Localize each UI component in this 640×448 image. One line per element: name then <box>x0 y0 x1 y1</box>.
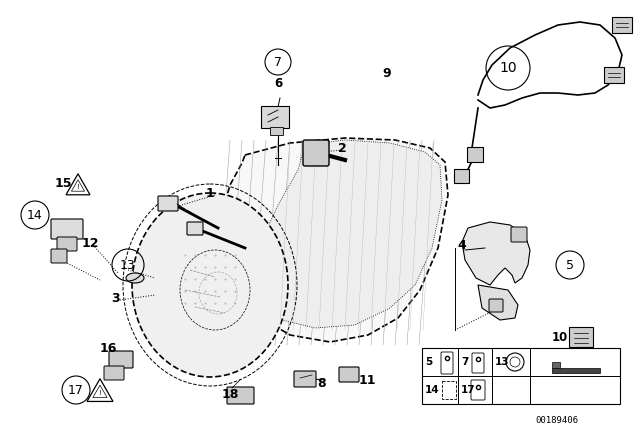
Text: 7: 7 <box>274 56 282 69</box>
Bar <box>422 348 620 404</box>
Text: 16: 16 <box>99 341 116 354</box>
Text: 10: 10 <box>499 61 517 75</box>
FancyBboxPatch shape <box>294 371 316 387</box>
Bar <box>442 381 456 399</box>
FancyBboxPatch shape <box>454 169 469 183</box>
FancyBboxPatch shape <box>227 387 254 404</box>
Polygon shape <box>552 368 600 373</box>
Text: 15: 15 <box>54 177 72 190</box>
Text: 14: 14 <box>27 208 43 221</box>
FancyBboxPatch shape <box>489 299 503 312</box>
FancyBboxPatch shape <box>339 367 359 382</box>
Text: 14: 14 <box>425 385 440 395</box>
Text: 18: 18 <box>221 388 239 401</box>
FancyBboxPatch shape <box>612 17 632 33</box>
FancyBboxPatch shape <box>57 237 77 251</box>
Text: 9: 9 <box>383 66 391 79</box>
Text: 17: 17 <box>461 385 476 395</box>
Text: 00189406: 00189406 <box>535 415 578 425</box>
Text: 2: 2 <box>338 142 346 155</box>
Text: 10: 10 <box>552 331 568 344</box>
FancyBboxPatch shape <box>158 196 178 211</box>
Text: 8: 8 <box>317 376 326 389</box>
FancyBboxPatch shape <box>511 227 527 242</box>
Text: 6: 6 <box>274 77 282 90</box>
FancyBboxPatch shape <box>104 366 124 380</box>
FancyBboxPatch shape <box>269 126 282 134</box>
FancyBboxPatch shape <box>51 219 83 239</box>
FancyBboxPatch shape <box>467 147 483 162</box>
Text: !: ! <box>99 390 101 396</box>
FancyBboxPatch shape <box>569 327 593 347</box>
Ellipse shape <box>132 193 288 377</box>
Polygon shape <box>462 222 530 285</box>
Text: 1: 1 <box>205 186 214 199</box>
Text: 7: 7 <box>461 357 468 367</box>
Text: 5: 5 <box>566 258 574 271</box>
FancyBboxPatch shape <box>187 222 203 235</box>
Text: 5: 5 <box>425 357 432 367</box>
Text: 13: 13 <box>495 357 509 367</box>
FancyBboxPatch shape <box>51 249 67 263</box>
Polygon shape <box>220 138 448 342</box>
Text: 4: 4 <box>458 238 467 251</box>
Text: 3: 3 <box>111 292 119 305</box>
Text: 11: 11 <box>358 374 376 387</box>
FancyBboxPatch shape <box>303 140 329 166</box>
Ellipse shape <box>126 273 144 283</box>
FancyBboxPatch shape <box>604 67 624 83</box>
Text: 12: 12 <box>81 237 99 250</box>
Polygon shape <box>258 140 442 328</box>
FancyBboxPatch shape <box>109 351 133 368</box>
Text: 13: 13 <box>120 258 136 271</box>
Polygon shape <box>478 285 518 320</box>
Text: !: ! <box>77 184 79 190</box>
Polygon shape <box>552 362 560 368</box>
Text: 17: 17 <box>68 383 84 396</box>
FancyBboxPatch shape <box>261 106 289 128</box>
